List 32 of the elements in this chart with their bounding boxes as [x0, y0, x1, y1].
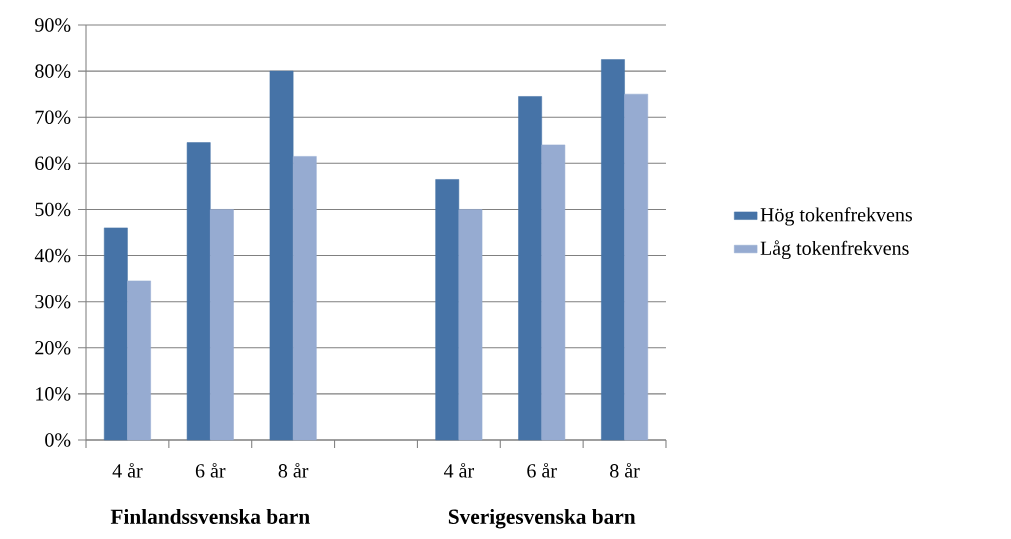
y-tick-label: 80%	[35, 64, 71, 78]
y-tick-label: 40%	[34, 248, 71, 263]
bar	[541, 144, 566, 441]
bar	[210, 209, 234, 441]
bar	[458, 209, 483, 441]
bar	[103, 227, 128, 441]
x-tick-label: 6 år	[195, 462, 226, 478]
y-tick-label: 0%	[45, 433, 71, 447]
bar	[601, 59, 625, 441]
y-tick-label: 30%	[35, 294, 71, 309]
bar	[186, 142, 211, 441]
bar	[127, 280, 151, 441]
y-tick-label: 90%	[35, 18, 71, 32]
x-tick-label: 6 år	[527, 462, 557, 478]
x-tick-label: 4 år	[443, 462, 474, 478]
legend-label: Hög tokenfrekvens	[760, 207, 912, 226]
y-tick-label: 10%	[36, 387, 71, 401]
y-tick-label: 50%	[35, 202, 71, 217]
bar	[292, 156, 317, 441]
bar	[435, 179, 460, 441]
y-tick-label: 60%	[35, 156, 71, 171]
bar	[624, 93, 649, 441]
x-tick-label: 8 år	[278, 462, 309, 478]
bar	[269, 70, 294, 441]
text: Sverigesvenska barn	[448, 508, 636, 529]
bar	[518, 96, 542, 441]
y-tick-label: 70%	[35, 110, 71, 125]
legend-label: Låg tokenfrekvens	[760, 240, 909, 260]
y-tick-label: 20%	[35, 340, 71, 355]
x-tick-label: 4 år	[112, 462, 143, 478]
x-tick-label: 8 år	[610, 462, 640, 478]
text: Finlandssvenska barn	[110, 508, 310, 524]
